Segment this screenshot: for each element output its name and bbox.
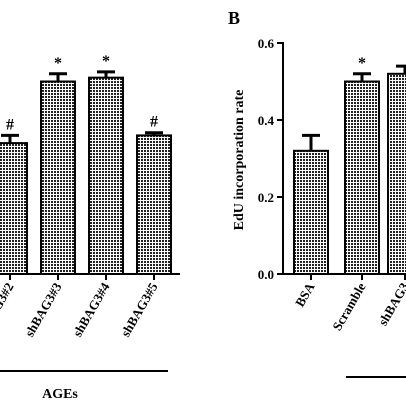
panel-b: 0.0 0.2 0.4 0.6 EdU incorporation rate BSA * Sc… [232, 36, 406, 378]
panel-a-bar-1 [40, 80, 76, 275]
panel-a-group-label: AGEs [42, 387, 78, 402]
panel-b-ytick-label-3: 0.6 [258, 36, 275, 51]
panel-b-bar-2 [387, 72, 406, 275]
panel-b-sig-1: * [358, 55, 366, 72]
panel-a-category-label-2: shBAG3#4 [70, 280, 113, 340]
panel-b-bar-0 [293, 149, 329, 275]
panel-b-ytick-label-0: 0.0 [258, 267, 274, 282]
panel-b-bar-1 [344, 80, 380, 275]
panel-a-sig-1: * [54, 55, 62, 72]
panel-b-category-label-1: Scramble [329, 280, 368, 333]
panel-b-ytick-label-2: 0.4 [258, 113, 275, 128]
panel-b-category-label-2: shBAG3 [375, 280, 406, 329]
panel-b-letter: B [228, 8, 240, 28]
panel-a-category-label-0: shBAG3#2 [0, 280, 17, 339]
panel-a-category-label-3: shBAG3#5 [118, 280, 161, 340]
panel-a-sig-0: # [6, 116, 14, 133]
panel-b-category-label-0: BSA [292, 279, 318, 309]
panel-b-ytick-label-1: 0.2 [258, 190, 274, 205]
panel-a-bar-0 [0, 142, 28, 275]
panel-a-bar-2 [88, 76, 124, 276]
panel-b-y-axis-title: EdU incorporation rate [232, 90, 247, 231]
panel-a-category-label-1: shBAG3#3 [22, 280, 65, 340]
panel-a-sig-3: # [150, 114, 158, 131]
panel-a: # shBAG3#2 * shBAG3#3 * shBAG3#4 # shBAG3#5 AGEs [0, 53, 180, 402]
panel-a-sig-2: * [102, 53, 110, 70]
panel-a-bar-3 [136, 134, 172, 275]
